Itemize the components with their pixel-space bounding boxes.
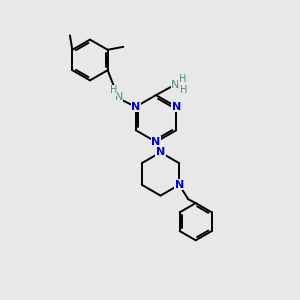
Text: N: N xyxy=(131,102,140,112)
Text: H: H xyxy=(110,85,117,95)
Text: N: N xyxy=(175,180,184,190)
Text: N: N xyxy=(156,147,165,158)
Text: N: N xyxy=(114,92,123,102)
Text: N: N xyxy=(172,102,181,112)
Text: H: H xyxy=(179,74,186,84)
Text: H: H xyxy=(180,85,188,95)
Text: N: N xyxy=(152,137,160,147)
Text: N: N xyxy=(171,80,180,90)
